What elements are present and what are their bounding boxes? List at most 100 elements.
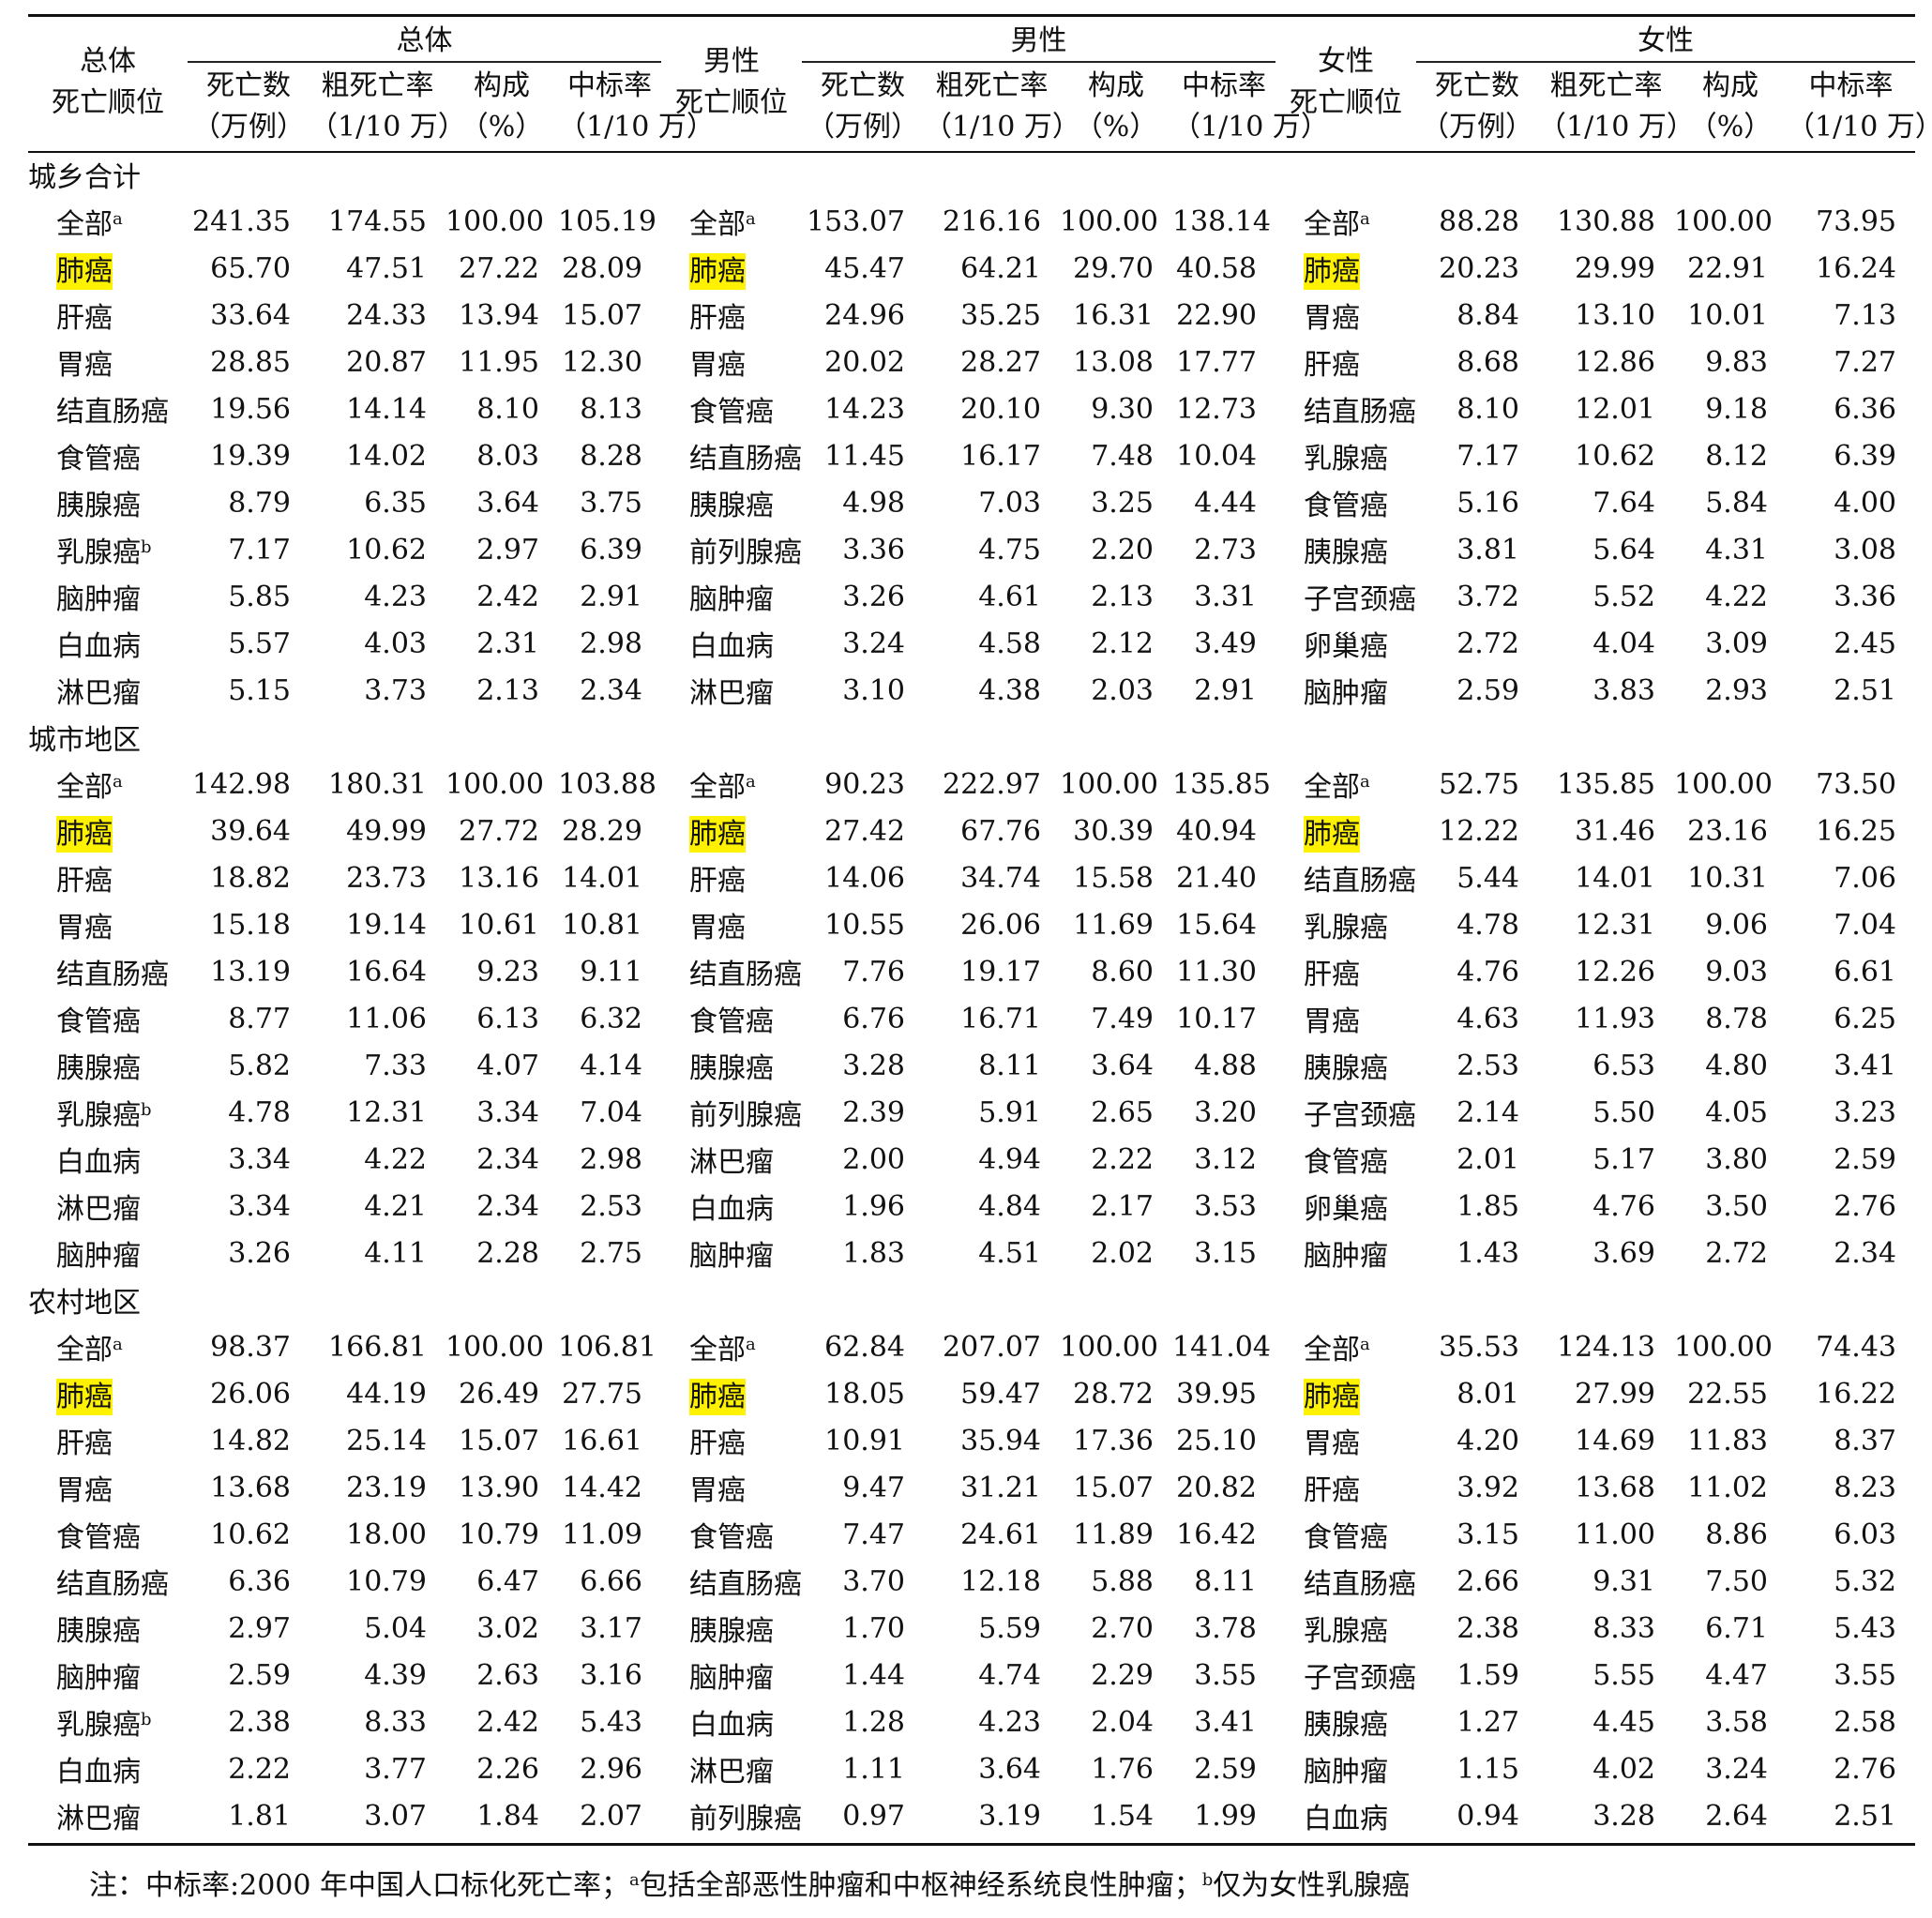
cancer-site-female: 食管癌 xyxy=(1304,490,1388,522)
header-crude: 粗死亡率 （1/10 万） xyxy=(309,69,466,143)
table-row: 淋巴瘤 1.81 3.07 1.84 2.07 前列腺癌 0.97 3.19 1.54 1.99 白… xyxy=(28,1792,1915,1839)
male-deaths-value: 11.45 xyxy=(824,439,905,473)
total-deaths-value: 5.85 xyxy=(228,580,291,613)
female-deaths-value: 20.23 xyxy=(1439,251,1519,285)
cancer-site-female: 白血病 xyxy=(1304,1803,1388,1835)
male-asr-value: 141.04 xyxy=(1172,1330,1271,1364)
female-proportion-value: 3.09 xyxy=(1705,627,1768,660)
footnote-marker: a xyxy=(113,209,123,229)
male-asr-value: 3.49 xyxy=(1194,627,1257,660)
male-proportion-value: 7.48 xyxy=(1091,439,1154,473)
female-crude-rate-value: 12.26 xyxy=(1575,955,1655,989)
total-proportion-value: 2.13 xyxy=(476,673,539,707)
male-deaths-value: 3.26 xyxy=(842,580,905,613)
footnote-marker: a xyxy=(746,209,756,229)
total-proportion-value: 6.47 xyxy=(476,1564,539,1598)
total-crude-rate-value: 8.33 xyxy=(364,1705,427,1739)
male-asr-value: 8.11 xyxy=(1194,1564,1257,1598)
total-deaths-value: 5.82 xyxy=(228,1049,291,1082)
total-proportion-value: 26.49 xyxy=(459,1377,539,1411)
female-deaths-value: 2.53 xyxy=(1457,1049,1519,1082)
total-crude-rate-value: 3.73 xyxy=(364,673,427,707)
footnote-marker: a xyxy=(113,1335,123,1354)
female-proportion-value: 4.22 xyxy=(1705,580,1768,613)
female-asr-value: 3.55 xyxy=(1834,1658,1896,1692)
total-crude-rate-value: 12.31 xyxy=(346,1095,427,1129)
female-crude-rate-value: 4.04 xyxy=(1592,627,1655,660)
female-deaths-value: 2.14 xyxy=(1457,1095,1519,1129)
female-crude-rate-value: 3.28 xyxy=(1592,1799,1655,1833)
footnote-mark-a: a xyxy=(629,1870,640,1890)
male-asr-value: 3.31 xyxy=(1194,580,1257,613)
total-deaths-value: 142.98 xyxy=(192,767,291,801)
total-crude-rate-value: 23.73 xyxy=(346,861,427,895)
male-deaths-value: 7.47 xyxy=(842,1518,905,1551)
male-crude-rate-value: 59.47 xyxy=(960,1377,1041,1411)
cancer-site-total: 结直肠癌 xyxy=(56,1568,169,1601)
male-asr-value: 10.17 xyxy=(1176,1002,1257,1035)
male-crude-rate-value: 3.64 xyxy=(978,1752,1041,1786)
male-proportion-value: 13.08 xyxy=(1073,345,1154,379)
footnote-marker: b xyxy=(141,1100,152,1120)
male-proportion-value: 3.64 xyxy=(1091,1049,1154,1082)
female-proportion-value: 3.24 xyxy=(1705,1752,1768,1786)
female-proportion-value: 2.93 xyxy=(1705,673,1768,707)
table-row: 胰腺癌 2.97 5.04 3.02 3.17 胰腺癌 1.70 5.59 2.70 3.78 乳腺… xyxy=(28,1605,1915,1652)
total-proportion-value: 2.26 xyxy=(476,1752,539,1786)
female-asr-value: 6.36 xyxy=(1834,392,1896,426)
total-crude-rate-value: 49.99 xyxy=(346,814,427,848)
total-deaths-value: 10.62 xyxy=(210,1518,291,1551)
female-deaths-value: 4.63 xyxy=(1457,1002,1519,1035)
table-row: 肝癌 14.82 25.14 15.07 16.61 肝癌 10.91 35.94 17.36 2… xyxy=(28,1417,1915,1464)
male-deaths-value: 62.84 xyxy=(824,1330,905,1364)
total-asr-value: 3.16 xyxy=(580,1658,642,1692)
female-crude-rate-value: 27.99 xyxy=(1575,1377,1655,1411)
female-crude-rate-value: 3.69 xyxy=(1592,1236,1655,1270)
male-proportion-value: 2.12 xyxy=(1091,627,1154,660)
total-asr-value: 6.32 xyxy=(580,1002,642,1035)
total-crude-rate-value: 3.07 xyxy=(364,1799,427,1833)
cancer-site-total: 肺癌 xyxy=(28,245,188,292)
cancer-site-female: 子宫颈癌 xyxy=(1304,1099,1416,1132)
male-deaths-value: 10.55 xyxy=(824,908,905,942)
cancer-site-male: 白血病 xyxy=(689,630,774,663)
cancer-site-female: 肝癌 xyxy=(1304,959,1360,991)
male-asr-value: 1.99 xyxy=(1194,1799,1257,1833)
male-proportion-value: 2.22 xyxy=(1091,1142,1154,1176)
female-deaths-value: 35.53 xyxy=(1439,1330,1519,1364)
female-proportion-value: 100.00 xyxy=(1674,1330,1773,1364)
male-crude-rate-value: 34.74 xyxy=(960,861,1041,895)
table-row: 结直肠癌 19.56 14.14 8.10 8.13 食管癌 14.23 20.10 9.30 1… xyxy=(28,385,1915,432)
cancer-site-total: 脑肿瘤 xyxy=(56,583,141,616)
male-crude-rate-value: 35.25 xyxy=(960,298,1041,332)
footnote-b-text: 仅为女性乳腺癌 xyxy=(1213,1869,1411,1902)
male-asr-value: 3.20 xyxy=(1194,1095,1257,1129)
female-deaths-value: 88.28 xyxy=(1439,204,1519,238)
cancer-site-female: 食管癌 xyxy=(1304,1146,1388,1179)
female-deaths-value: 8.01 xyxy=(1457,1377,1519,1411)
cancer-site-male: 结直肠癌 xyxy=(689,443,802,476)
footnote-marker: a xyxy=(1360,1335,1370,1354)
total-asr-value: 8.28 xyxy=(580,439,642,473)
female-asr-value: 2.59 xyxy=(1834,1142,1896,1176)
total-proportion-value: 27.72 xyxy=(459,814,539,848)
total-proportion-value: 3.64 xyxy=(476,486,539,520)
cancer-site-male: 肺癌 xyxy=(661,808,802,854)
total-asr-value: 7.04 xyxy=(580,1095,642,1129)
cancer-site-female: 胰腺癌 xyxy=(1304,1709,1388,1742)
table-row: 全部a 142.98 180.31 100.00 103.88 全部a 90.23 222.9… xyxy=(28,761,1915,808)
total-deaths-value: 4.78 xyxy=(228,1095,291,1129)
female-deaths-value: 3.92 xyxy=(1457,1471,1519,1504)
total-proportion-value: 8.10 xyxy=(476,392,539,426)
cancer-site-total: 胰腺癌 xyxy=(56,490,141,522)
total-crude-rate-value: 10.62 xyxy=(346,533,427,566)
section-row: 城乡合计 xyxy=(28,151,1915,198)
total-crude-rate-value: 4.21 xyxy=(364,1189,427,1223)
female-crude-rate-value: 14.01 xyxy=(1575,861,1655,895)
total-crude-rate-value: 25.14 xyxy=(346,1424,427,1457)
total-proportion-value: 13.16 xyxy=(459,861,539,895)
female-crude-rate-value: 5.17 xyxy=(1592,1142,1655,1176)
female-crude-rate-value: 31.46 xyxy=(1575,814,1655,848)
cancer-site-female: 肺癌 xyxy=(1275,808,1416,854)
female-asr-value: 2.51 xyxy=(1834,1799,1896,1833)
